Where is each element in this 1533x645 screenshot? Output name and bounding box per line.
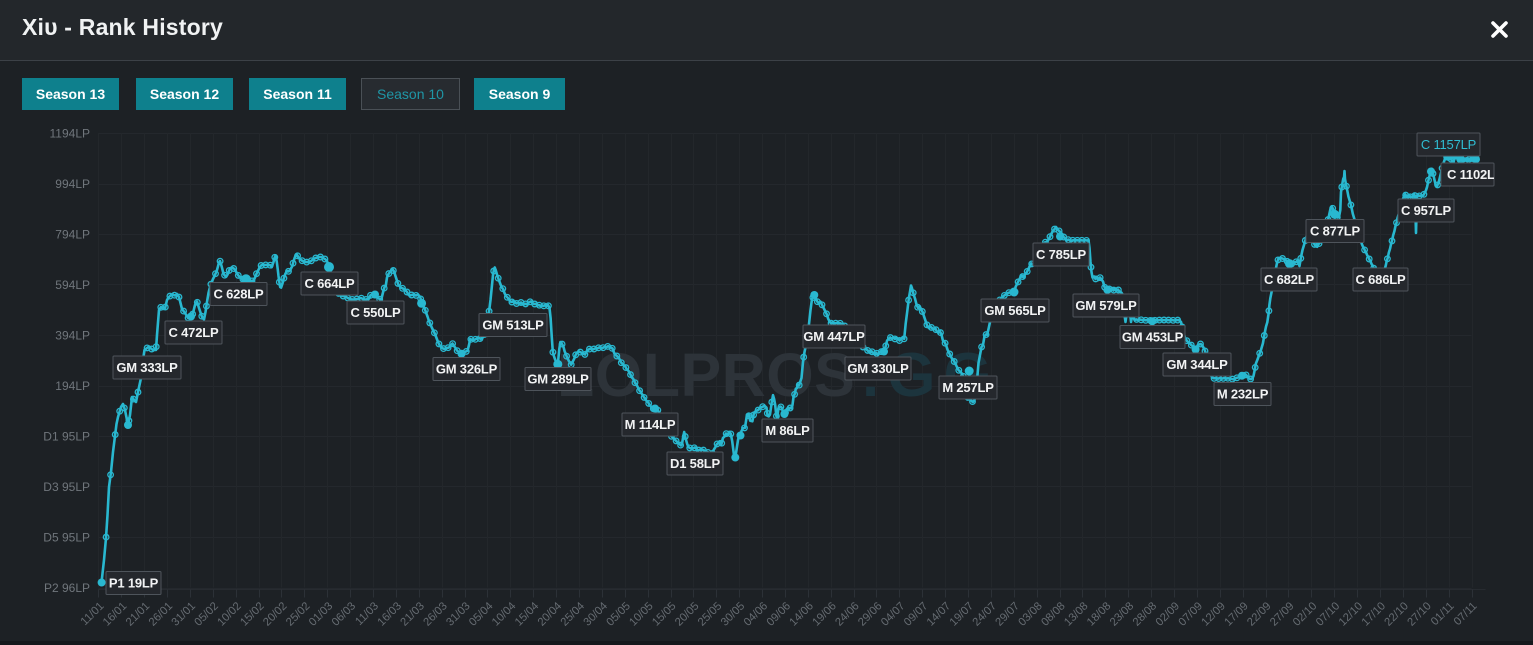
- svg-text:03/08: 03/08: [1016, 600, 1044, 628]
- svg-text:794LP: 794LP: [55, 228, 90, 242]
- svg-text:14/07: 14/07: [925, 600, 953, 628]
- svg-text:09/06: 09/06: [765, 600, 793, 628]
- svg-text:194LP: 194LP: [55, 379, 90, 393]
- svg-text:26/01: 26/01: [147, 600, 175, 628]
- svg-text:GM 453LP: GM 453LP: [1122, 330, 1184, 345]
- svg-text:GM 289LP: GM 289LP: [527, 372, 589, 387]
- svg-text:05/04: 05/04: [467, 600, 495, 628]
- svg-text:GM 333LP: GM 333LP: [116, 360, 178, 375]
- svg-text:15/05: 15/05: [650, 600, 678, 628]
- svg-text:26/03: 26/03: [421, 600, 449, 628]
- svg-text:11/01: 11/01: [79, 600, 107, 628]
- svg-text:10/02: 10/02: [215, 600, 243, 628]
- svg-text:C 472LP: C 472LP: [169, 325, 219, 340]
- svg-text:24/07: 24/07: [971, 600, 999, 628]
- svg-text:12/09: 12/09: [1199, 600, 1227, 628]
- svg-text:07/11: 07/11: [1452, 600, 1480, 628]
- svg-text:27/09: 27/09: [1268, 600, 1296, 628]
- svg-text:M 257LP: M 257LP: [942, 380, 994, 395]
- svg-text:D1 95LP: D1 95LP: [43, 430, 90, 444]
- svg-text:C 1102LP: C 1102LP: [1447, 167, 1504, 182]
- svg-text:07/09: 07/09: [1177, 600, 1205, 628]
- svg-text:31/03: 31/03: [444, 600, 472, 628]
- svg-text:GM 330LP: GM 330LP: [847, 361, 909, 376]
- svg-text:M 86LP: M 86LP: [765, 423, 810, 438]
- svg-text:05/02: 05/02: [192, 600, 220, 628]
- svg-text:C 628LP: C 628LP: [214, 287, 264, 302]
- svg-text:D1 58LP: D1 58LP: [670, 456, 720, 471]
- svg-text:11/03: 11/03: [353, 600, 381, 628]
- svg-text:13/08: 13/08: [1062, 600, 1090, 628]
- svg-text:17/09: 17/09: [1222, 600, 1250, 628]
- svg-text:P2 96LP: P2 96LP: [44, 581, 90, 595]
- svg-text:30/04: 30/04: [582, 600, 610, 628]
- svg-text:994LP: 994LP: [55, 177, 90, 191]
- svg-text:GM 579LP: GM 579LP: [1075, 298, 1137, 313]
- svg-text:06/03: 06/03: [330, 600, 358, 628]
- svg-text:04/07: 04/07: [879, 600, 907, 628]
- svg-text:15/04: 15/04: [513, 600, 541, 628]
- svg-text:394LP: 394LP: [55, 329, 90, 343]
- svg-text:19/06: 19/06: [810, 600, 838, 628]
- svg-text:C 1157LP: C 1157LP: [1421, 137, 1476, 152]
- svg-text:14/06: 14/06: [787, 600, 815, 628]
- svg-text:22/09: 22/09: [1245, 600, 1273, 628]
- svg-text:C 686LP: C 686LP: [1356, 272, 1406, 287]
- svg-text:21/01: 21/01: [124, 600, 152, 628]
- svg-text:C 877LP: C 877LP: [1310, 224, 1360, 239]
- svg-text:GM 513LP: GM 513LP: [482, 318, 544, 333]
- svg-text:02/10: 02/10: [1291, 600, 1319, 628]
- svg-text:D5 95LP: D5 95LP: [43, 531, 90, 545]
- svg-text:01/11: 01/11: [1429, 600, 1457, 628]
- svg-text:25/05: 25/05: [696, 600, 724, 628]
- svg-text:01/03: 01/03: [307, 600, 335, 628]
- svg-text:10/04: 10/04: [490, 600, 518, 628]
- svg-text:C 664LP: C 664LP: [305, 276, 355, 291]
- svg-text:07/10: 07/10: [1314, 600, 1342, 628]
- svg-text:20/02: 20/02: [261, 600, 289, 628]
- svg-text:24/06: 24/06: [833, 600, 861, 628]
- svg-text:22/10: 22/10: [1382, 600, 1410, 628]
- svg-text:GM 565LP: GM 565LP: [984, 303, 1046, 318]
- svg-text:594LP: 594LP: [55, 278, 90, 292]
- svg-text:09/07: 09/07: [902, 600, 930, 628]
- svg-text:20/05: 20/05: [673, 600, 701, 628]
- svg-text:27/10: 27/10: [1405, 600, 1433, 628]
- svg-text:GM 344LP: GM 344LP: [1166, 357, 1228, 372]
- svg-text:P1 19LP: P1 19LP: [109, 576, 159, 591]
- svg-text:18/08: 18/08: [1085, 600, 1113, 628]
- svg-text:19/07: 19/07: [948, 600, 976, 628]
- svg-text:16/01: 16/01: [101, 600, 129, 628]
- svg-text:28/08: 28/08: [1131, 600, 1159, 628]
- svg-text:04/06: 04/06: [742, 600, 770, 628]
- svg-text:21/03: 21/03: [398, 600, 426, 628]
- svg-text:25/02: 25/02: [284, 600, 312, 628]
- svg-text:GM 447LP: GM 447LP: [803, 329, 865, 344]
- svg-text:GM 326LP: GM 326LP: [436, 362, 498, 377]
- svg-text:15/02: 15/02: [238, 600, 266, 628]
- svg-text:M 232LP: M 232LP: [1217, 387, 1269, 402]
- svg-text:29/06: 29/06: [856, 600, 884, 628]
- svg-text:08/08: 08/08: [1039, 600, 1067, 628]
- svg-text:D3 95LP: D3 95LP: [43, 480, 90, 494]
- svg-text:1194LP: 1194LP: [50, 127, 90, 141]
- svg-text:31/01: 31/01: [170, 600, 198, 628]
- svg-text:LOLPROS: LOLPROS: [557, 341, 855, 409]
- svg-text:C 957LP: C 957LP: [1401, 203, 1451, 218]
- svg-text:16/03: 16/03: [376, 600, 404, 628]
- svg-text:17/10: 17/10: [1360, 600, 1388, 628]
- svg-text:23/08: 23/08: [1108, 600, 1136, 628]
- svg-text:25/04: 25/04: [559, 600, 587, 628]
- svg-text:05/05: 05/05: [604, 600, 632, 628]
- svg-text:30/05: 30/05: [719, 600, 747, 628]
- svg-text:M 114LP: M 114LP: [625, 417, 676, 432]
- svg-text:02/09: 02/09: [1154, 600, 1182, 628]
- svg-text:12/10: 12/10: [1337, 600, 1365, 628]
- svg-text:C 785LP: C 785LP: [1036, 247, 1086, 262]
- svg-text:C 550LP: C 550LP: [351, 305, 401, 320]
- svg-text:29/07: 29/07: [993, 600, 1021, 628]
- svg-text:C 682LP: C 682LP: [1264, 272, 1314, 287]
- svg-text:10/05: 10/05: [627, 600, 655, 628]
- svg-text:20/04: 20/04: [536, 600, 564, 628]
